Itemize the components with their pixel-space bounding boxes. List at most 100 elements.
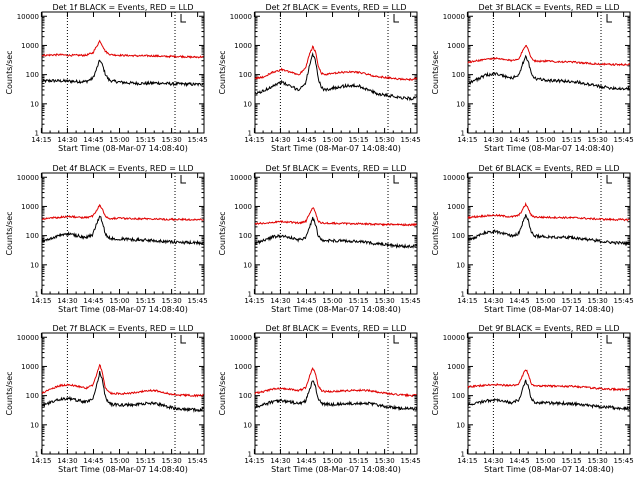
y-tick-label: 1000 <box>447 42 465 50</box>
y-tick-label: 1000 <box>447 363 465 371</box>
x-tick-label: 15:45 <box>401 457 421 465</box>
panel-det-8: Det 8f BLACK = Events, RED = LLD 1 10 100 10… <box>218 324 421 474</box>
series-events-line <box>467 214 631 247</box>
x-tick-label: 15:30 <box>374 136 394 144</box>
panel-title: Det 4f BLACK = Events, RED = LLD <box>52 164 193 173</box>
y-tick-label: 10000 <box>443 334 465 342</box>
x-axis-label: Start Time (08-Mar-07 14:08:40) <box>271 144 401 153</box>
y-axis-label: Counts/sec <box>431 50 440 94</box>
series-lld-line <box>254 367 417 398</box>
series-lld-line <box>41 363 204 398</box>
x-tick-label: 14:30 <box>483 457 503 465</box>
panel-det-9: Det 9f BLACK = Events, RED = LLD 1 10 100 10… <box>431 324 634 474</box>
y-tick-label: 10000 <box>230 174 252 182</box>
series-lld-line <box>254 45 418 82</box>
series-lld-line <box>467 201 630 222</box>
x-tick-label: 15:30 <box>587 297 607 305</box>
y-tick-label: 10000 <box>230 334 252 342</box>
y-tick-label: 10 <box>30 100 39 108</box>
series-events-line <box>41 59 204 88</box>
x-tick-label: 15:30 <box>161 136 181 144</box>
x-tick-label: 14:15 <box>244 457 264 465</box>
corner-marker <box>606 14 613 23</box>
y-tick-label: 100 <box>239 392 252 400</box>
y-tick-label: 100 <box>26 232 39 240</box>
corner-marker <box>393 14 400 23</box>
panel-title: Det 9f BLACK = Events, RED = LLD <box>478 324 619 333</box>
x-tick-label: 14:30 <box>483 136 503 144</box>
y-tick-label: 1 <box>248 451 252 459</box>
y-tick-label: 1000 <box>21 203 39 211</box>
y-axis-label: Counts/sec <box>218 371 227 415</box>
x-tick-label: 14:15 <box>244 136 264 144</box>
x-axis-label: Start Time (08-Mar-07 14:08:40) <box>271 465 401 474</box>
x-tick-label: 14:45 <box>296 136 316 144</box>
x-tick-label: 14:45 <box>83 297 103 305</box>
y-tick-label: 10 <box>30 421 39 429</box>
x-tick-label: 14:30 <box>270 297 290 305</box>
x-axis-label: Start Time (08-Mar-07 14:08:40) <box>484 144 614 153</box>
series-lld-line <box>467 369 630 392</box>
y-tick-label: 100 <box>452 232 465 240</box>
x-tick-label: 15:00 <box>109 457 129 465</box>
y-tick-label: 10 <box>456 421 465 429</box>
y-tick-label: 100 <box>239 71 252 79</box>
y-axis-label: Counts/sec <box>5 50 14 94</box>
y-tick-label: 10000 <box>230 13 252 21</box>
corner-marker <box>180 335 187 344</box>
x-tick-label: 14:30 <box>57 136 77 144</box>
y-tick-label: 10 <box>30 261 39 269</box>
y-tick-label: 10000 <box>17 174 39 182</box>
y-tick-label: 10 <box>456 261 465 269</box>
series-events-line <box>254 380 418 412</box>
y-tick-label: 1 <box>461 291 465 299</box>
x-tick-label: 14:15 <box>31 457 51 465</box>
y-tick-label: 1 <box>35 291 39 299</box>
panel-det-7: Det 7f BLACK = Events, RED = LLD 1 10 100 10… <box>5 324 208 474</box>
panel-det-6: Det 6f BLACK = Events, RED = LLD 1 10 100 10… <box>431 164 634 314</box>
y-tick-label: 1000 <box>447 203 465 211</box>
x-tick-label: 15:45 <box>188 457 208 465</box>
x-tick-label: 15:30 <box>587 136 607 144</box>
x-tick-label: 15:15 <box>135 297 155 305</box>
x-tick-label: 14:15 <box>31 136 51 144</box>
x-tick-label: 15:15 <box>135 136 155 144</box>
panel-det-1: Det 1f BLACK = Events, RED = LLD 1 10 100 10… <box>5 3 208 153</box>
x-tick-label: 15:15 <box>561 297 581 305</box>
series-events-line <box>41 215 205 246</box>
x-tick-label: 15:30 <box>161 457 181 465</box>
y-tick-label: 10000 <box>17 334 39 342</box>
plot-frame <box>467 332 631 455</box>
x-tick-label: 15:45 <box>188 297 208 305</box>
series-events-line <box>254 51 417 102</box>
plot-frame <box>41 11 205 134</box>
x-tick-label: 14:30 <box>57 297 77 305</box>
x-tick-label: 14:45 <box>509 457 529 465</box>
x-tick-label: 14:45 <box>83 136 103 144</box>
panel-title: Det 7f BLACK = Events, RED = LLD <box>52 324 193 333</box>
x-tick-label: 15:00 <box>109 136 129 144</box>
y-axis-label: Counts/sec <box>218 211 227 255</box>
y-axis-label: Counts/sec <box>218 50 227 94</box>
x-tick-label: 15:00 <box>535 297 555 305</box>
corner-marker <box>393 175 400 184</box>
y-tick-label: 100 <box>26 71 39 79</box>
x-tick-label: 14:15 <box>457 297 477 305</box>
x-tick-label: 15:30 <box>374 457 394 465</box>
x-tick-label: 14:15 <box>457 457 477 465</box>
x-tick-label: 14:15 <box>457 136 477 144</box>
x-tick-label: 14:15 <box>244 297 264 305</box>
plot-frame <box>467 11 631 134</box>
x-tick-label: 15:30 <box>374 297 394 305</box>
y-tick-label: 1 <box>461 130 465 138</box>
x-axis-label: Start Time (08-Mar-07 14:08:40) <box>58 465 188 474</box>
x-tick-label: 14:45 <box>509 297 529 305</box>
x-axis-label: Start Time (08-Mar-07 14:08:40) <box>484 465 614 474</box>
panel-title: Det 6f BLACK = Events, RED = LLD <box>478 164 619 173</box>
x-tick-label: 15:15 <box>561 457 581 465</box>
x-tick-label: 15:15 <box>348 136 368 144</box>
x-axis-label: Start Time (08-Mar-07 14:08:40) <box>271 305 401 314</box>
x-tick-label: 15:00 <box>535 136 555 144</box>
series-events-line <box>254 216 418 249</box>
